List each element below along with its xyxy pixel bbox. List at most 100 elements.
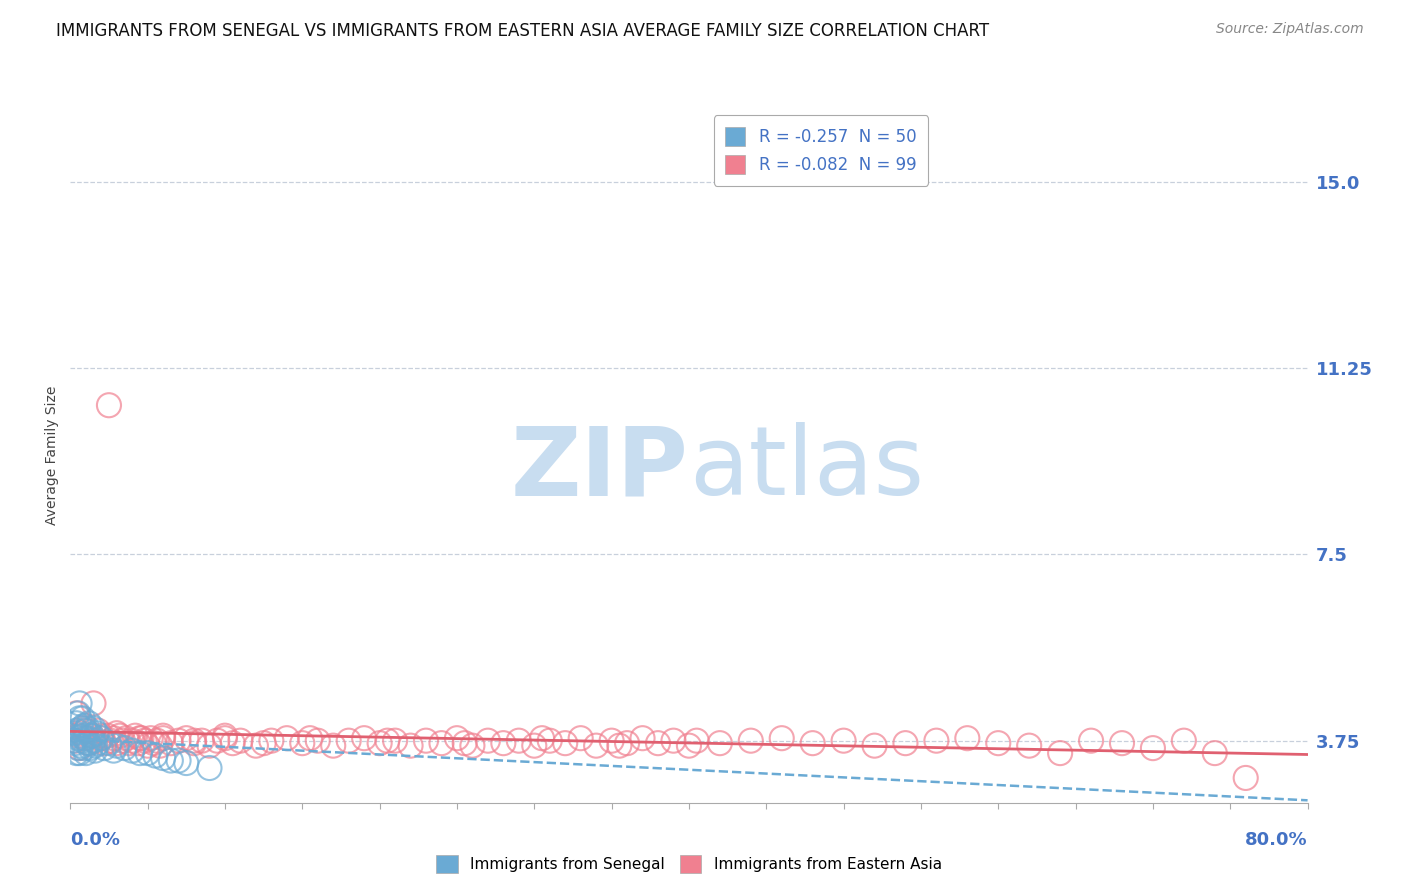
Point xyxy=(77,716,100,731)
Point xyxy=(1111,736,1133,750)
Point xyxy=(569,731,592,746)
Point xyxy=(894,736,917,750)
Point xyxy=(79,729,101,743)
Point xyxy=(276,731,298,746)
Point xyxy=(69,741,91,756)
Point xyxy=(105,739,128,753)
Point xyxy=(585,739,607,753)
Point xyxy=(79,741,101,756)
Point xyxy=(554,736,576,750)
Point xyxy=(90,731,112,746)
Point xyxy=(152,731,174,746)
Point xyxy=(80,729,103,743)
Point xyxy=(118,736,141,750)
Point xyxy=(337,733,360,747)
Point xyxy=(678,739,700,753)
Point xyxy=(67,731,90,746)
Point xyxy=(454,736,477,750)
Point xyxy=(399,739,422,753)
Point xyxy=(508,733,530,747)
Point xyxy=(105,726,128,740)
Point xyxy=(139,731,162,746)
Point xyxy=(108,729,131,743)
Point xyxy=(956,731,979,746)
Point xyxy=(129,746,152,760)
Point xyxy=(183,733,205,747)
Point xyxy=(87,736,110,750)
Point xyxy=(167,754,190,768)
Point xyxy=(75,723,97,738)
Point xyxy=(121,744,143,758)
Point xyxy=(67,706,90,721)
Point xyxy=(146,733,169,747)
Point xyxy=(63,736,86,750)
Point xyxy=(477,733,499,747)
Point xyxy=(531,731,554,746)
Point xyxy=(98,398,120,412)
Point xyxy=(214,729,236,743)
Point xyxy=(149,739,172,753)
Point xyxy=(322,739,344,753)
Point xyxy=(84,744,107,758)
Text: 80.0%: 80.0% xyxy=(1244,830,1308,848)
Point xyxy=(72,729,94,743)
Point xyxy=(191,733,214,747)
Point xyxy=(65,746,87,760)
Point xyxy=(70,726,93,740)
Point xyxy=(75,746,97,760)
Point xyxy=(70,739,93,753)
Point xyxy=(134,733,156,747)
Point xyxy=(72,711,94,725)
Point xyxy=(600,733,623,747)
Point xyxy=(73,721,96,735)
Text: 0.0%: 0.0% xyxy=(70,830,121,848)
Point xyxy=(801,736,824,750)
Point xyxy=(87,723,110,738)
Point xyxy=(538,733,561,747)
Point xyxy=(198,761,221,775)
Point xyxy=(377,733,399,747)
Point xyxy=(105,736,128,750)
Point xyxy=(260,733,283,747)
Point xyxy=(1142,741,1164,756)
Point xyxy=(253,736,276,750)
Point xyxy=(98,736,120,750)
Point xyxy=(863,739,886,753)
Point xyxy=(73,741,96,756)
Text: atlas: atlas xyxy=(689,422,924,516)
Point xyxy=(76,721,98,735)
Point xyxy=(307,733,329,747)
Point xyxy=(176,731,198,746)
Point xyxy=(73,719,96,733)
Point xyxy=(631,731,654,746)
Point xyxy=(65,716,87,731)
Point xyxy=(709,736,731,750)
Point xyxy=(114,741,135,756)
Point xyxy=(384,733,406,747)
Point xyxy=(82,721,105,735)
Point xyxy=(75,723,97,738)
Point xyxy=(446,731,468,746)
Point xyxy=(86,726,108,740)
Point xyxy=(461,739,484,753)
Text: IMMIGRANTS FROM SENEGAL VS IMMIGRANTS FROM EASTERN ASIA AVERAGE FAMILY SIZE CORR: IMMIGRANTS FROM SENEGAL VS IMMIGRANTS FR… xyxy=(56,22,990,40)
Point xyxy=(142,736,165,750)
Point xyxy=(152,729,174,743)
Point xyxy=(131,731,153,746)
Point xyxy=(100,733,122,747)
Point xyxy=(214,731,236,746)
Point xyxy=(65,706,87,721)
Point xyxy=(1049,746,1071,760)
Point xyxy=(73,731,96,746)
Point xyxy=(136,739,159,753)
Text: ZIP: ZIP xyxy=(510,422,689,516)
Point xyxy=(616,736,638,750)
Point xyxy=(198,739,221,753)
Y-axis label: Average Family Size: Average Family Size xyxy=(45,385,59,524)
Point xyxy=(925,733,948,747)
Text: Source: ZipAtlas.com: Source: ZipAtlas.com xyxy=(1216,22,1364,37)
Point xyxy=(103,731,125,746)
Point xyxy=(129,731,152,746)
Point xyxy=(167,733,190,747)
Point xyxy=(70,721,93,735)
